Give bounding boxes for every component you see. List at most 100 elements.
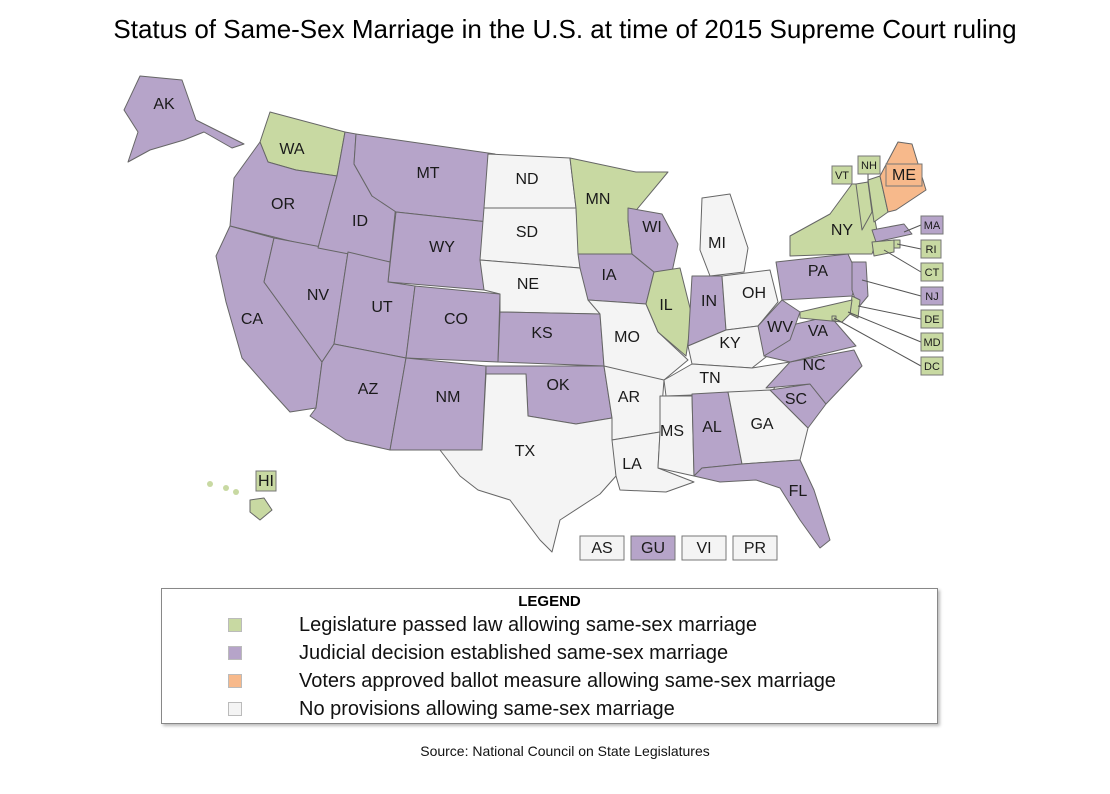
state-wv xyxy=(757,299,801,357)
state-label-ca: CA xyxy=(241,311,264,328)
box-hi xyxy=(255,470,277,492)
box-label-vi: VI xyxy=(696,540,711,557)
state-label-co: CO xyxy=(444,311,468,328)
state-tx xyxy=(439,373,617,553)
map-title: Status of Same-Sex Marriage in the U.S. … xyxy=(113,14,1017,44)
box-label-as: AS xyxy=(591,540,612,557)
hawaii-island xyxy=(233,489,239,495)
state-hi xyxy=(249,497,273,521)
state-label-ia: IA xyxy=(601,267,616,284)
state-label-va: VA xyxy=(808,323,828,340)
leader-line xyxy=(861,279,922,297)
box-label-ma: MA xyxy=(924,220,941,232)
state-label-wv: WV xyxy=(767,319,793,336)
state-label-ak: AK xyxy=(153,96,175,113)
box-me xyxy=(885,163,923,187)
box-vi xyxy=(681,535,727,561)
box-ma xyxy=(920,215,944,235)
box-label-ct: CT xyxy=(925,267,940,279)
legend-label: No provisions allowing same-sex marriage xyxy=(299,697,675,720)
state-label-il: IL xyxy=(659,297,672,314)
state-label-ut: UT xyxy=(371,299,393,316)
leader-line xyxy=(833,317,922,367)
legend-title: LEGEND xyxy=(518,593,581,610)
state-mi xyxy=(699,193,749,277)
box-dc xyxy=(920,356,944,376)
leader-line xyxy=(896,243,922,250)
state-label-sc: SC xyxy=(785,391,807,408)
state-label-nm: NM xyxy=(436,389,461,406)
state-ct xyxy=(871,239,895,257)
state-label-wa: WA xyxy=(279,141,305,158)
legend: LEGEND Legislature passed law allowing s… xyxy=(161,588,938,724)
state-ms xyxy=(657,395,695,477)
box-label-nh: NH xyxy=(861,160,877,172)
box-gu xyxy=(630,535,676,561)
legend-swatch-legislature xyxy=(228,618,242,632)
box-label-md: MD xyxy=(923,337,940,349)
hawaii-island xyxy=(223,485,229,491)
state-label-ne: NE xyxy=(517,276,539,293)
state-label-sd: SD xyxy=(516,224,538,241)
box-label-hi: HI xyxy=(258,473,274,490)
legend-item-ballot: Voters approved ballot measure allowing … xyxy=(228,669,836,693)
state-label-nc: NC xyxy=(802,357,825,374)
box-label-nj: NJ xyxy=(925,291,938,303)
state-label-nv: NV xyxy=(307,287,330,304)
state-nj xyxy=(851,261,869,309)
state-label-ga: GA xyxy=(750,416,773,433)
box-nj xyxy=(920,286,944,306)
box-md xyxy=(920,332,944,352)
leader-line xyxy=(883,249,922,273)
state-label-ny: NY xyxy=(831,222,854,239)
state-label-al: AL xyxy=(702,419,722,436)
legend-item-judicial: Judicial decision established same-sex m… xyxy=(228,641,728,665)
source-note: Source: National Council on State Legisl… xyxy=(420,743,710,759)
state-label-fl: FL xyxy=(789,483,808,500)
box-ri xyxy=(920,239,942,259)
state-label-wi: WI xyxy=(642,219,662,236)
state-label-wy: WY xyxy=(429,239,455,256)
box-label-dc: DC xyxy=(924,361,940,373)
state-label-ky: KY xyxy=(719,335,741,352)
box-label-vt: VT xyxy=(835,170,849,182)
state-label-ks: KS xyxy=(531,325,552,342)
box-pr xyxy=(732,535,778,561)
box-as xyxy=(579,535,625,561)
state-label-mt: MT xyxy=(416,165,439,182)
state-label-mn: MN xyxy=(586,191,611,208)
state-il xyxy=(645,267,693,357)
state-label-mo: MO xyxy=(614,329,640,346)
legend-label: Legislature passed law allowing same-sex… xyxy=(299,613,757,636)
state-label-ok: OK xyxy=(546,377,569,394)
leader-line xyxy=(857,305,922,320)
leader-line xyxy=(847,311,922,343)
state-label-mi: MI xyxy=(708,235,726,252)
box-label-pr: PR xyxy=(744,540,766,557)
state-label-ms: MS xyxy=(660,423,684,440)
legend-label: Voters approved ballot measure allowing … xyxy=(299,669,836,692)
state-label-pa: PA xyxy=(808,263,828,280)
legend-swatch-judicial xyxy=(228,646,242,660)
legend-item-legislature: Legislature passed law allowing same-sex… xyxy=(228,613,757,637)
state-md xyxy=(799,299,853,323)
state-label-la: LA xyxy=(622,456,642,473)
state-fl xyxy=(693,459,831,549)
box-ct xyxy=(920,262,944,282)
state-label-tx: TX xyxy=(515,443,536,460)
legend-swatch-ballot xyxy=(228,674,242,688)
state-vt xyxy=(855,181,873,231)
state-ak xyxy=(123,75,245,163)
state-label-az: AZ xyxy=(358,381,379,398)
box-de xyxy=(920,309,944,329)
box-label-me: ME xyxy=(892,167,916,184)
legend-item-none: No provisions allowing same-sex marriage xyxy=(228,697,675,721)
state-label-nd: ND xyxy=(515,171,538,188)
legend-swatch-none xyxy=(228,702,242,716)
box-nh xyxy=(857,155,881,175)
box-label-de: DE xyxy=(924,314,939,326)
state-label-in: IN xyxy=(701,293,717,310)
legend-label: Judicial decision established same-sex m… xyxy=(299,641,729,664)
hawaii-island xyxy=(207,481,213,487)
